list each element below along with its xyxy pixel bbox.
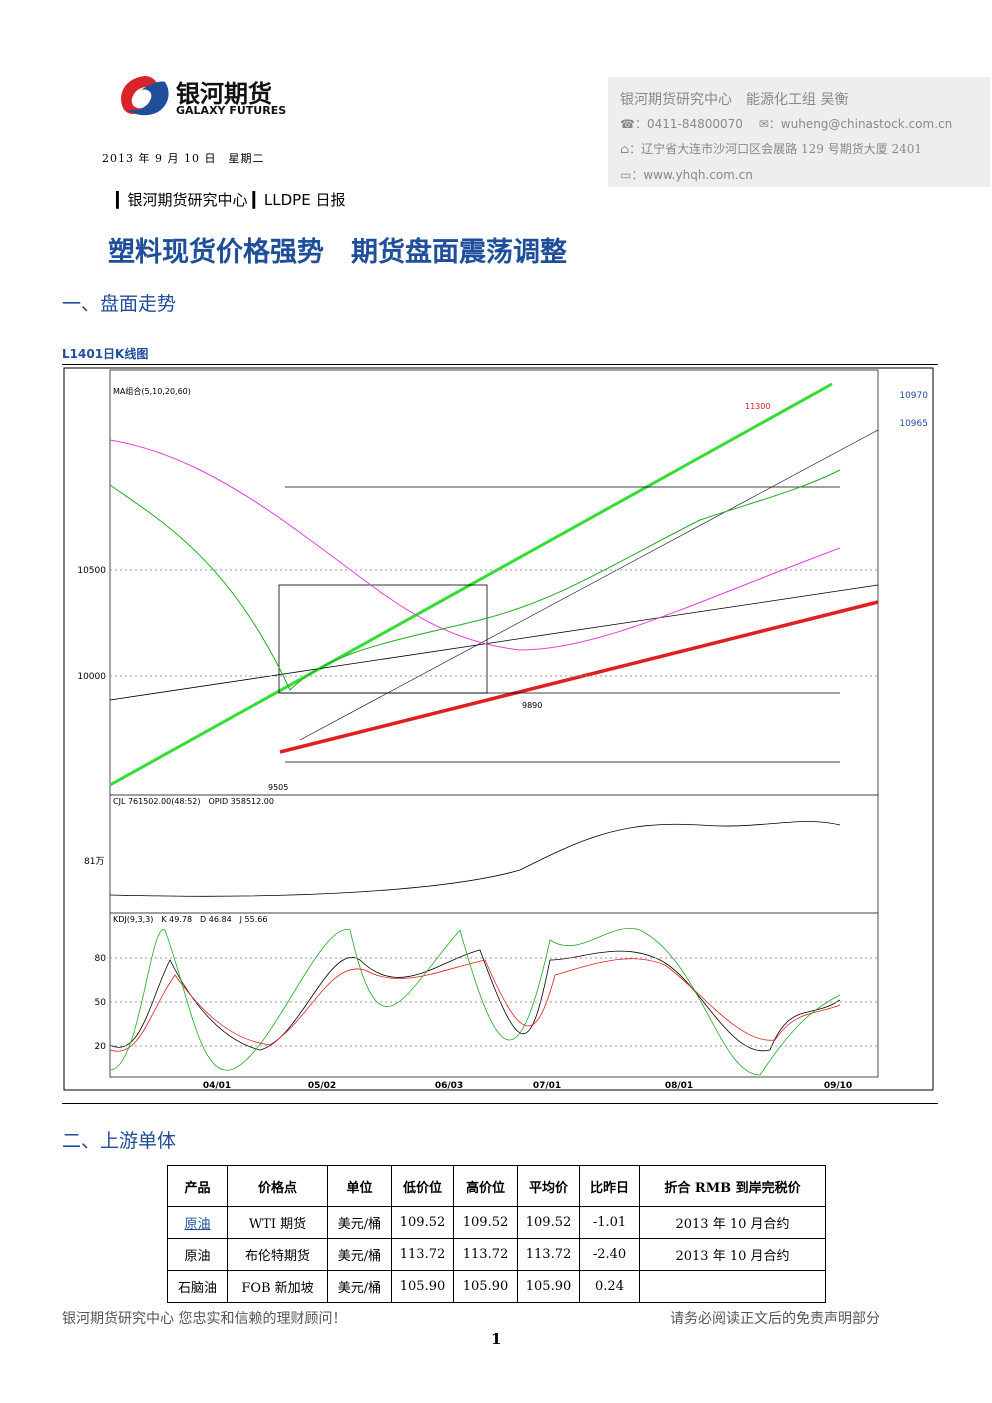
rule bbox=[62, 364, 938, 365]
cell: 105.90 bbox=[517, 1270, 580, 1303]
heading: 一、盘面走势 bbox=[62, 293, 177, 315]
cell: 109.52 bbox=[453, 1206, 518, 1239]
x-tick-label: 07/01 bbox=[533, 1081, 561, 1091]
logo-en: GALAXY FUTURES bbox=[176, 104, 287, 117]
contact-box: 银河期货研究中心 能源化工组 吴衡 ☎：0411-84800070 ✉：wuhe… bbox=[608, 77, 990, 187]
page-number: 1 bbox=[491, 1330, 502, 1348]
y-tick-label: 10000 bbox=[77, 672, 106, 682]
header-cell: 产品 bbox=[167, 1165, 228, 1207]
cell: 113.72 bbox=[391, 1238, 454, 1271]
team: 能源化工组 吴衡 bbox=[746, 92, 849, 108]
cell: 原油 bbox=[167, 1238, 228, 1271]
x-tick-label: 09/10 bbox=[824, 1081, 852, 1091]
ma-legend: MA组合(5,10,20,60) bbox=[113, 386, 191, 396]
cell: 109.52 bbox=[517, 1206, 580, 1239]
header-cell: 折合 RMB 到岸完税价 bbox=[639, 1165, 826, 1207]
cell: 105.90 bbox=[391, 1270, 454, 1303]
logo-icon bbox=[121, 76, 169, 116]
cell: 0.24 bbox=[579, 1270, 640, 1303]
right-panel-value: 10965 bbox=[899, 419, 928, 429]
annotation: 11300 bbox=[745, 402, 770, 411]
cell: 美元/桶 bbox=[327, 1206, 392, 1239]
web: www.yhqh.com.cn bbox=[643, 168, 753, 182]
cell[interactable]: 原油 bbox=[167, 1206, 228, 1239]
cell: 美元/桶 bbox=[327, 1270, 392, 1303]
header-cell: 比昨日 bbox=[579, 1165, 640, 1207]
header-cell: 低价位 bbox=[391, 1165, 454, 1207]
title: 塑料现货价格强势 期货盘面震荡调整 bbox=[108, 237, 567, 268]
volume-label: CJL 761502.00(48:52) OPID 358512.00 bbox=[113, 797, 274, 806]
kdj-label: KDJ(9,3,3) K 49.78 D 46.84 J 55.66 bbox=[113, 915, 267, 924]
y-tick-label: 80 bbox=[95, 954, 107, 964]
cell: 113.72 bbox=[453, 1238, 518, 1271]
phone: 0411-84800070 bbox=[646, 117, 743, 131]
cell bbox=[639, 1270, 826, 1303]
cell: 2013 年 10 月合约 bbox=[639, 1206, 826, 1239]
address: 辽宁省大连市沙河口区会展路 129 号期货大厦 2401 bbox=[641, 142, 923, 156]
breadcrumb: LLDPE 日报 bbox=[263, 191, 346, 209]
header-cell: 平均价 bbox=[517, 1165, 580, 1207]
rule bbox=[62, 1103, 938, 1104]
footer-right: 请务必阅读正文后的免责声明部分 bbox=[670, 1311, 880, 1327]
cell: 石脑油 bbox=[167, 1270, 228, 1303]
org: 银河期货研究中心 bbox=[620, 92, 732, 108]
cell: 布伦特期货 bbox=[227, 1238, 328, 1271]
footer-left: 银河期货研究中心 您忠实和信赖的理财顾问！ bbox=[62, 1311, 347, 1327]
date: 2013 年 9 月 10 日 星期二 bbox=[102, 152, 265, 165]
cell: 2013 年 10 月合约 bbox=[639, 1238, 826, 1271]
header-cell: 价格点 bbox=[227, 1165, 328, 1207]
header-cell: 单位 bbox=[327, 1165, 392, 1207]
cell: 113.72 bbox=[517, 1238, 580, 1271]
cell: WTI 期货 bbox=[227, 1206, 328, 1239]
right-panel-value: 10970 bbox=[899, 391, 928, 401]
annotation: 9505 bbox=[268, 783, 288, 792]
cell: 美元/桶 bbox=[327, 1238, 392, 1271]
x-tick-label: 05/02 bbox=[308, 1081, 336, 1091]
y-tick-label: 50 bbox=[95, 998, 107, 1008]
kline-chart: 10500 10000 80 50 20 04/01 05/02 06/03 07/01 08/0… bbox=[63, 367, 934, 1091]
x-tick-label: 08/01 bbox=[665, 1081, 693, 1091]
annotation: 9890 bbox=[522, 701, 542, 710]
y-tick-label: 20 bbox=[95, 1042, 107, 1052]
breadcrumb: 银河期货研究中心 bbox=[127, 191, 248, 209]
x-tick-label: 06/03 bbox=[435, 1081, 463, 1091]
cell: 109.52 bbox=[391, 1206, 454, 1239]
volume-unit: 81万 bbox=[84, 857, 104, 867]
cell: -1.01 bbox=[579, 1206, 640, 1239]
logo-cn: 银河期货 bbox=[176, 80, 272, 108]
header-cell: 高价位 bbox=[453, 1165, 518, 1207]
x-tick-label: 04/01 bbox=[203, 1081, 231, 1091]
cell: FOB 新加坡 bbox=[227, 1270, 328, 1303]
heading: 二、上游单体 bbox=[62, 1130, 177, 1152]
cell: -2.40 bbox=[579, 1238, 640, 1271]
caption: L1401日K线图 bbox=[62, 347, 149, 361]
cell: 105.90 bbox=[453, 1270, 518, 1303]
y-tick-label: 10500 bbox=[77, 566, 106, 576]
price-table: 产品 价格点 单位 低价位 高价位 平均价 比昨日 折合 RMB 到岸完税价 原油 WTI 期货美… bbox=[167, 1165, 826, 1303]
email: wuheng@chinastock.com.cn bbox=[780, 117, 953, 131]
